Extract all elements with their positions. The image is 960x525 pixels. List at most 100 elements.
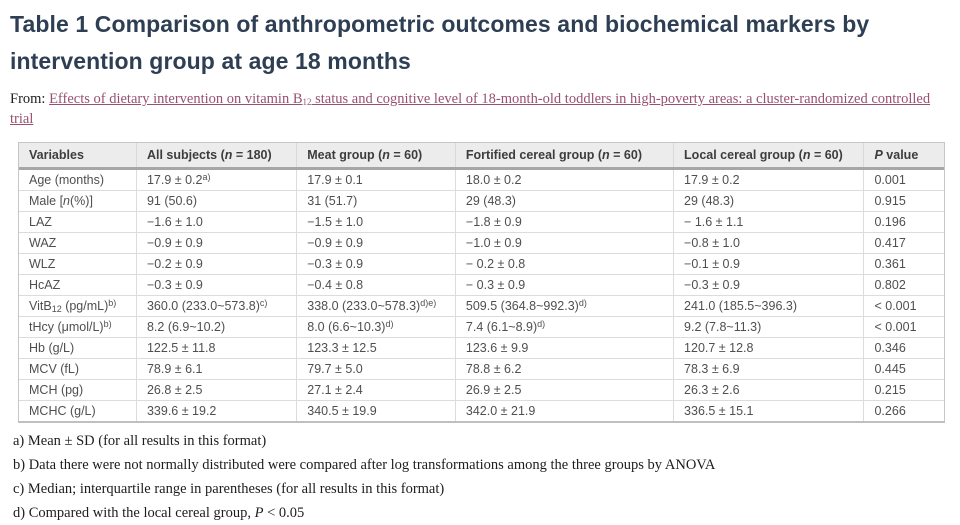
- row-label: MCH (pg): [19, 379, 137, 401]
- cell: −0.3 ± 0.9: [296, 253, 456, 275]
- source-line: From: Effects of dietary intervention on…: [10, 89, 940, 129]
- table-row: HcAZ −0.3 ± 0.9 −0.4 ± 0.8− 0.3 ± 0.9 −0.3 …: [19, 274, 944, 296]
- cell: 17.9 ± 0.1: [296, 168, 456, 191]
- table-row: Hb (g/L) 122.5 ± 11.8 123.3 ± 12.5 123.6 ± …: [19, 337, 944, 359]
- row-label: WLZ: [19, 253, 137, 275]
- cell: 241.0 (185.5~396.3): [673, 295, 865, 317]
- cell: 120.7 ± 12.8: [673, 337, 865, 359]
- row-label: Hb (g/L): [19, 337, 137, 359]
- cell: 0.802: [863, 274, 944, 296]
- cell: 339.6 ± 19.2: [136, 400, 298, 421]
- table-row: MCH (pg) 26.8 ± 2.5 27.1 ± 2.4 26.9 ± 2.5 26…: [19, 379, 944, 401]
- cell: 340.5 ± 19.9: [296, 400, 456, 421]
- cell: 0.196: [863, 211, 944, 233]
- cell: −0.3 ± 0.9: [673, 274, 865, 296]
- cell: 17.9 ± 0.2a): [136, 168, 298, 191]
- cell: 9.2 (7.8~11.3): [673, 316, 865, 338]
- cell: 0.001: [863, 168, 944, 191]
- cell: − 0.2 ± 0.8: [455, 253, 675, 275]
- row-label: Male [n(%)]: [19, 190, 137, 212]
- column-header: Meat group (n = 60): [296, 143, 456, 170]
- row-label: LAZ: [19, 211, 137, 233]
- cell: 342.0 ± 21.9: [455, 400, 675, 421]
- row-label: MCHC (g/L): [19, 400, 137, 421]
- cell: 26.3 ± 2.6: [673, 379, 865, 401]
- row-label: VitB12 (pg/mL)b): [19, 295, 137, 317]
- cell: 0.266: [874, 404, 906, 418]
- cell: −1.0 ± 0.9: [455, 232, 675, 254]
- cell: − 0.3 ± 0.9: [455, 274, 675, 296]
- comparison-table: Variables All subjects (n = 180) Meat grou…: [19, 143, 944, 421]
- cell: 360.0 (233.0~573.8)c): [136, 295, 298, 317]
- cell: < 0.001: [863, 316, 944, 338]
- cell: 0.915: [863, 190, 944, 212]
- cell: 18.0 ± 0.2: [455, 168, 675, 191]
- cell: −0.8 ± 1.0: [673, 232, 865, 254]
- cell: −0.1 ± 0.9: [673, 253, 865, 275]
- cell: 78.8 ± 6.2: [455, 358, 675, 380]
- source-prefix: From:: [10, 91, 50, 107]
- cell: 123.6 ± 9.9: [455, 337, 675, 359]
- cell: − 1.6 ± 1.1: [673, 211, 865, 233]
- cell: 0.417: [863, 232, 944, 254]
- cell: 336.5 ± 15.1: [673, 400, 865, 421]
- cell: −1.5 ± 1.0: [296, 211, 456, 233]
- column-header: P value: [863, 143, 944, 170]
- cell: 0.346: [863, 337, 944, 359]
- cell: −0.3 ± 0.9: [136, 274, 298, 296]
- footnote: a) Mean ± SD (for all results in this fo…: [13, 433, 267, 449]
- cell: 8.0 (6.6~10.3)d): [296, 316, 456, 338]
- table-row: WLZ −0.2 ± 0.9 −0.3 ± 0.9− 0.2 ± 0.8 −0.1 ±…: [19, 253, 944, 275]
- cell: 91 (50.6): [136, 190, 298, 212]
- cell: 26.8 ± 2.5: [136, 379, 298, 401]
- column-header: Local cereal group (n = 60): [673, 143, 865, 170]
- cell: 78.3 ± 6.9: [673, 358, 865, 380]
- cell: −1.8 ± 0.9: [455, 211, 675, 233]
- footnote: b) Data there were not normally distribu…: [13, 457, 716, 473]
- row-label: Age (months): [19, 168, 137, 191]
- column-header: Variables: [19, 143, 137, 170]
- table-header-row: Variables All subjects (n = 180) Meat grou…: [19, 143, 944, 170]
- cell: 123.3 ± 12.5: [296, 337, 456, 359]
- cell: < 0.001: [863, 295, 944, 317]
- cell: 0.445: [863, 358, 944, 380]
- column-header: Fortified cereal group (n = 60): [455, 143, 675, 170]
- row-label: tHcy (μmol/L)b): [19, 316, 137, 338]
- table-row: VitB12 (pg/mL)b) 360.0 (233.0~573.8)c) 338…: [19, 295, 944, 317]
- cell: 509.5 (364.8~992.3)d): [455, 295, 675, 317]
- cell: −0.9 ± 0.9: [296, 232, 456, 254]
- source-link[interactable]: Effects of dietary intervention on vitam…: [10, 91, 931, 127]
- table-body: Age (months) 17.9 ± 0.2a) 17.9 ± 0.1 18.0 ±…: [19, 168, 944, 421]
- cell: 8.2 (6.9~10.2): [136, 316, 298, 338]
- table-head: Variables All subjects (n = 180) Meat grou…: [19, 143, 944, 170]
- cell: −1.6 ± 1.0: [136, 211, 298, 233]
- footnote: c) Median; interquartile range in parent…: [13, 481, 445, 497]
- table-row: MCV (fL) 78.9 ± 6.1 79.7 ± 5.0 78.8 ± 6.2 78…: [19, 358, 944, 380]
- cell: 29 (48.3): [455, 190, 675, 212]
- cell: −0.4 ± 0.8: [296, 274, 456, 296]
- cell: 29 (48.3): [673, 190, 865, 212]
- cell: −0.2 ± 0.9: [136, 253, 298, 275]
- footnotes: a) Mean ± SD (for all results in this fo…: [13, 432, 950, 525]
- cell: 7.4 (6.1~8.9)d): [455, 316, 675, 338]
- table-row: LAZ −1.6 ± 1.0 −1.5 ± 1.0 −1.8 ± 0.9− 1.6 ±…: [19, 211, 944, 233]
- table-row: Male [n(%)] 91 (50.6) 31 (51.7) 29 (48.3) 29…: [19, 190, 944, 212]
- cell: 17.9 ± 0.2: [673, 168, 865, 191]
- row-label: HcAZ: [19, 274, 137, 296]
- cell: 78.9 ± 6.1: [136, 358, 298, 380]
- row-label: MCV (fL): [19, 358, 137, 380]
- cell: 31 (51.7): [296, 190, 456, 212]
- cell: 27.1 ± 2.4: [296, 379, 456, 401]
- cell: 338.0 (233.0~578.3)d)e): [296, 295, 456, 317]
- cell: −0.9 ± 0.9: [136, 232, 298, 254]
- column-header: All subjects (n = 180): [136, 143, 298, 170]
- table-title: Table 1 Comparison of anthropometric out…: [10, 11, 870, 74]
- data-table-container: Variables All subjects (n = 180) Meat grou…: [18, 142, 945, 423]
- cell: 122.5 ± 11.8: [136, 337, 298, 359]
- table-row: WAZ −0.9 ± 0.9 −0.9 ± 0.9 −1.0 ± 0.9 −0.8 ± …: [19, 232, 944, 254]
- table-row: tHcy (μmol/L)b) 8.2 (6.9~10.2) 8.0 (6.6~10…: [19, 316, 944, 338]
- table-row: Age (months) 17.9 ± 0.2a) 17.9 ± 0.1 18.0 ±…: [19, 168, 944, 191]
- row-label: WAZ: [19, 232, 137, 254]
- cell: 26.9 ± 2.5: [455, 379, 675, 401]
